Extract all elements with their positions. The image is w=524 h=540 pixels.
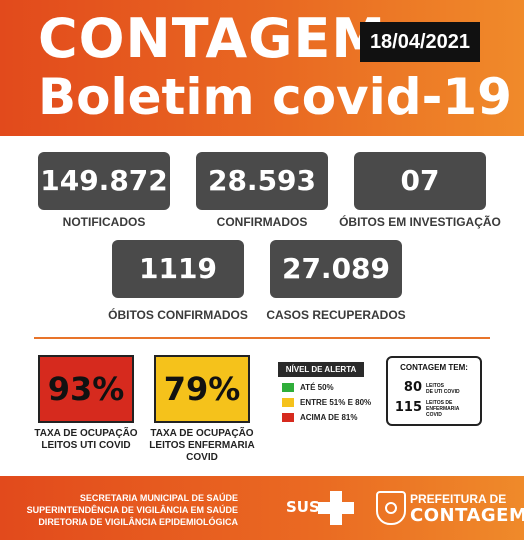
alert-swatch-green <box>282 382 294 392</box>
stat-confirmados-label: CONFIRMADOS <box>216 215 308 229</box>
alert-level-high-label: ACIMA DE 81% <box>300 412 358 422</box>
alert-level-medium-label: ENTRE 51% E 80% <box>300 397 372 407</box>
city-title: CONTAGEM <box>38 7 387 70</box>
stat-notificados-value: 149.872 <box>38 152 170 210</box>
header-banner: CONTAGEM 18/04/2021 Boletim covid-19 <box>0 0 524 136</box>
prefeitura-city: CONTAGEM <box>410 505 524 526</box>
stat-obitos-confirmados-label: ÓBITOS CONFIRMADOS <box>108 308 248 322</box>
enfermaria-beds-unit-line3: COVID <box>426 412 442 418</box>
occupancy-uti-label: TAXA DE OCUPAÇÃO LEITOS UTI COVID <box>26 428 146 452</box>
stat-obitos-investigacao-label: ÓBITOS EM INVESTIGAÇÃO <box>339 215 501 229</box>
enfermaria-beds-unit-line1: LEITOS DE <box>426 400 453 406</box>
uti-beds-unit-line1: LEITOS <box>426 383 444 389</box>
prefeitura-crest-icon <box>376 491 406 525</box>
bulletin-title: Boletim covid-19 <box>38 68 512 126</box>
footer-line3: DIRETORIA DE VIGILÂNCIA EPIDEMIOLÓGICA <box>38 517 238 527</box>
enfermaria-beds-unit-line2: ENFERMARIA <box>426 406 460 412</box>
occupancy-enfermaria-label-line3: COVID <box>186 452 218 463</box>
stat-recuperados-value: 27.089 <box>270 240 402 298</box>
uti-beds-unit-line2: DE UTI COVID <box>426 389 460 395</box>
footer-line2: SUPERINTENDÊNCIA DE VIGILÂNCIA EM SAÚDE <box>26 505 238 515</box>
uti-beds-unit: LEITOS DE UTI COVID <box>426 383 460 395</box>
stat-recuperados-label: CASOS RECUPERADOS <box>266 308 406 322</box>
occupancy-enfermaria-value: 79% <box>154 355 250 423</box>
uti-beds-number: 80 <box>403 380 422 395</box>
alert-swatch-red <box>282 412 294 422</box>
enfermaria-beds-number: 115 <box>394 400 422 415</box>
occupancy-enfermaria-label: TAXA DE OCUPAÇÃO LEITOS ENFERMARIA COVID <box>142 428 262 464</box>
alert-level-title: NÍVEL DE ALERTA <box>278 362 364 377</box>
alert-level-high: ACIMA DE 81% <box>282 411 358 423</box>
occupancy-uti-label-line2: LEITOS UTI COVID <box>41 440 131 451</box>
alert-level-low: ATÉ 50% <box>282 381 334 393</box>
footer-banner: SECRETARIA MUNICIPAL DE SAÚDE SUPERINTEN… <box>0 476 524 540</box>
stat-confirmados-value: 28.593 <box>196 152 328 210</box>
stat-obitos-investigacao-value: 07 <box>354 152 486 210</box>
sus-logo-text: SUS <box>286 498 320 516</box>
prefeitura-label: PREFEITURA DE <box>410 492 507 506</box>
sus-cross-icon <box>318 491 354 525</box>
contagem-tem-box: CONTAGEM TEM: 80 LEITOS DE UTI COVID 115… <box>386 356 482 426</box>
stat-obitos-confirmados-value: 1119 <box>112 240 244 298</box>
section-divider <box>34 337 490 339</box>
footer-credits: SECRETARIA MUNICIPAL DE SAÚDE SUPERINTEN… <box>18 492 238 528</box>
alert-level-low-label: ATÉ 50% <box>300 382 334 392</box>
footer-line1: SECRETARIA MUNICIPAL DE SAÚDE <box>79 493 238 503</box>
stat-notificados-label: NOTIFICADOS <box>62 215 146 229</box>
enfermaria-beds-unit: LEITOS DE ENFERMARIA COVID <box>426 400 459 418</box>
occupancy-enfermaria-label-line1: TAXA DE OCUPAÇÃO <box>150 428 254 439</box>
occupancy-enfermaria-label-line2: LEITOS ENFERMARIA <box>149 440 255 451</box>
alert-swatch-yellow <box>282 397 294 407</box>
contagem-tem-title: CONTAGEM TEM: <box>400 363 468 372</box>
occupancy-uti-label-line1: TAXA DE OCUPAÇÃO <box>34 428 138 439</box>
alert-level-medium: ENTRE 51% E 80% <box>282 396 371 408</box>
date-badge: 18/04/2021 <box>360 22 480 62</box>
occupancy-uti-value: 93% <box>38 355 134 423</box>
